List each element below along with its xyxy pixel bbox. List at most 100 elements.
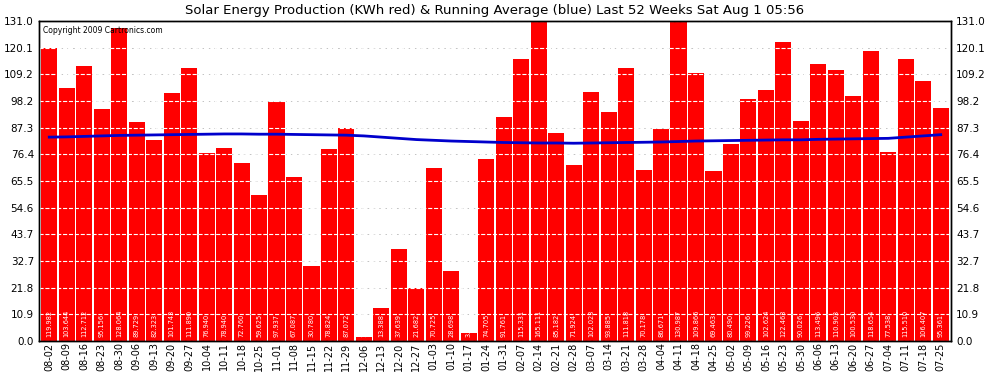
Text: 130.987: 130.987 [675,310,681,338]
Bar [129,122,145,341]
Bar [898,59,914,341]
Text: 13.388: 13.388 [378,314,384,338]
Bar [670,21,687,341]
Text: 86.671: 86.671 [658,314,664,338]
Title: Solar Energy Production (KWh red) & Running Average (blue) Last 52 Weeks Sat Aug: Solar Energy Production (KWh red) & Runn… [185,4,805,17]
Text: 69.463: 69.463 [711,314,717,338]
Bar [251,195,267,341]
Text: 74.705: 74.705 [483,314,489,338]
Text: 91.761: 91.761 [501,314,507,338]
Text: 70.725: 70.725 [431,314,437,338]
Text: 128.064: 128.064 [116,310,122,338]
Bar [58,88,75,341]
Bar [268,102,284,341]
Text: 102.023: 102.023 [588,310,594,338]
Text: 165.111: 165.111 [536,310,542,338]
Text: 100.530: 100.530 [850,310,856,338]
Bar [618,68,635,341]
Text: 122.463: 122.463 [780,310,786,338]
Text: 78.940: 78.940 [221,314,227,338]
Bar [706,171,722,341]
Text: 95.361: 95.361 [938,314,943,338]
Text: 90.026: 90.026 [798,314,804,338]
Bar [42,48,57,341]
Bar [845,96,861,341]
Bar [496,117,512,341]
Text: 87.072: 87.072 [344,314,349,338]
Bar [216,148,232,341]
Text: Copyright 2009 Cartronics.com: Copyright 2009 Cartronics.com [44,26,163,35]
Text: 115.331: 115.331 [518,310,525,338]
Text: 106.407: 106.407 [921,310,927,338]
Bar [408,288,425,341]
Bar [286,177,302,341]
Bar [234,164,249,341]
Bar [880,152,896,341]
Bar [688,73,704,341]
Text: 21.682: 21.682 [414,314,420,338]
Bar [915,81,932,341]
Text: 67.087: 67.087 [291,314,297,338]
Text: 109.866: 109.866 [693,310,699,338]
Text: 1.650: 1.650 [361,318,367,338]
Text: 80.490: 80.490 [728,314,734,338]
Bar [531,0,546,341]
Text: 37.639: 37.639 [396,314,402,338]
Bar [583,92,599,341]
Text: 93.885: 93.885 [606,314,612,338]
Text: 103.644: 103.644 [63,310,69,338]
Text: 110.903: 110.903 [833,310,839,338]
Bar [355,337,372,341]
Bar [828,70,843,341]
Bar [741,99,756,341]
Text: 95.156: 95.156 [99,314,105,338]
Text: 118.654: 118.654 [868,310,874,338]
Bar [181,68,197,341]
Bar [862,51,879,341]
Bar [163,93,179,341]
Text: 119.982: 119.982 [47,310,52,338]
Bar [199,153,215,341]
Text: 3.450: 3.450 [465,318,472,338]
Bar [444,271,459,341]
Bar [636,170,651,341]
Bar [723,144,739,341]
Text: 28.698: 28.698 [448,314,454,338]
Text: 89.729: 89.729 [134,314,140,338]
Bar [373,308,389,341]
Bar [933,108,948,341]
Text: 77.538: 77.538 [885,314,891,338]
Text: 85.182: 85.182 [553,314,559,338]
Bar [653,129,669,341]
Bar [391,249,407,341]
Text: 72.760: 72.760 [239,314,245,338]
Text: 82.323: 82.323 [151,314,157,338]
Text: 71.924: 71.924 [570,314,576,338]
Bar [147,140,162,341]
Text: 101.743: 101.743 [168,310,174,338]
Bar [601,112,617,341]
Bar [94,109,110,341]
Bar [793,121,809,341]
Text: 111.818: 111.818 [623,310,629,338]
Bar [548,133,564,341]
Bar [775,42,791,341]
Text: 111.890: 111.890 [186,310,192,338]
Bar [758,90,774,341]
Bar [460,333,477,341]
Text: 30.780: 30.780 [309,314,315,338]
Text: 112.712: 112.712 [81,310,87,338]
Text: 113.496: 113.496 [816,310,822,338]
Text: 70.178: 70.178 [641,314,646,338]
Bar [811,64,827,341]
Text: 78.824: 78.824 [326,314,332,338]
Text: 59.625: 59.625 [256,314,262,338]
Bar [478,159,494,341]
Bar [513,59,530,341]
Bar [426,168,442,341]
Text: 115.510: 115.510 [903,310,909,338]
Bar [111,28,128,341]
Bar [76,66,92,341]
Text: 97.937: 97.937 [273,314,279,338]
Bar [321,148,337,341]
